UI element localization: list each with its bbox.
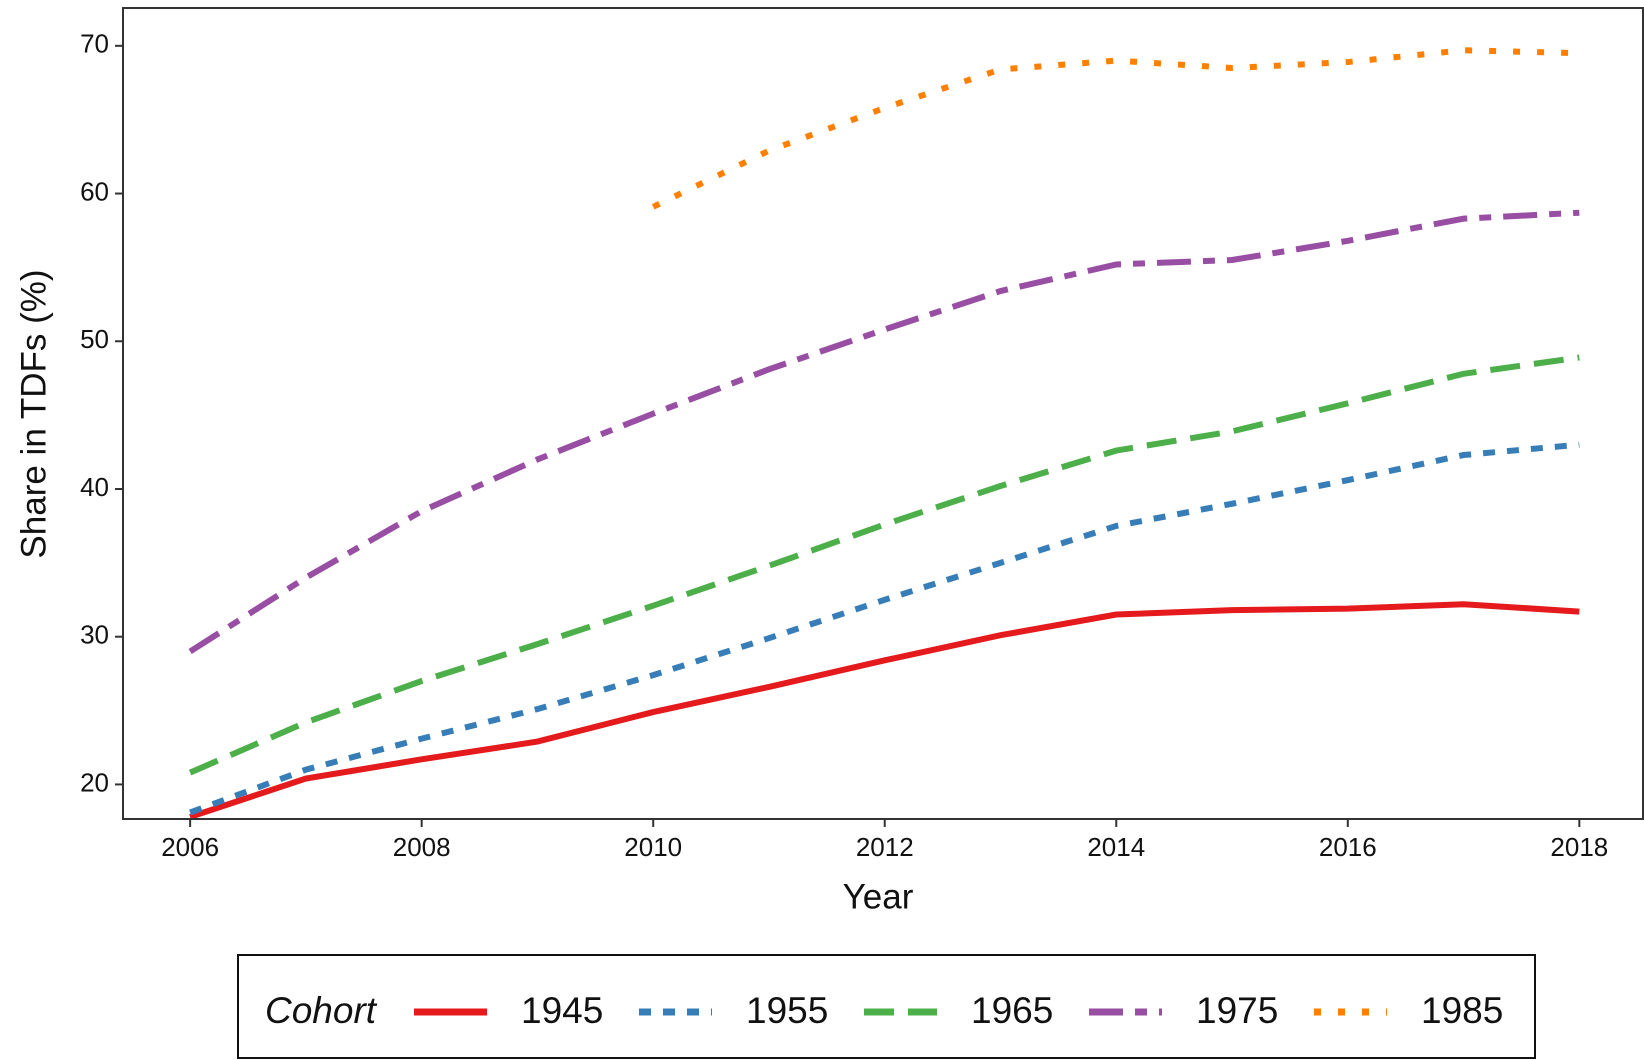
x-tick-label: 2016 [1319,832,1377,862]
x-tick-label: 2006 [161,832,219,862]
x-tick-label: 2014 [1087,832,1145,862]
y-tick-label: 70 [80,29,109,59]
x-tick-label: 2010 [624,832,682,862]
legend-label: 1955 [746,990,828,1031]
series-line [188,209,1580,655]
y-tick-label: 30 [80,620,109,650]
y-tick-label: 40 [80,472,109,502]
series-line [189,601,1580,820]
y-tick-label: 50 [80,324,109,354]
plot-border [122,7,1644,820]
legend-label: 1945 [521,990,603,1031]
legend-label: 1965 [971,990,1053,1031]
series-line [189,441,1580,816]
series-line [651,47,1580,210]
y-tick-label: 20 [80,767,109,797]
x-tick-label: 2018 [1550,832,1608,862]
legend-label: 1975 [1196,990,1278,1031]
legend-label: 1985 [1421,990,1503,1031]
x-tick-label: 2012 [856,832,914,862]
y-axis-title: Share in TDFs (%) [14,269,53,558]
legend-box [237,954,1536,1059]
x-axis-title: Year [843,877,914,916]
x-tick-label: 2008 [393,832,451,862]
series-line [188,354,1580,776]
y-tick-label: 60 [80,176,109,206]
legend-title: Cohort [265,990,378,1031]
